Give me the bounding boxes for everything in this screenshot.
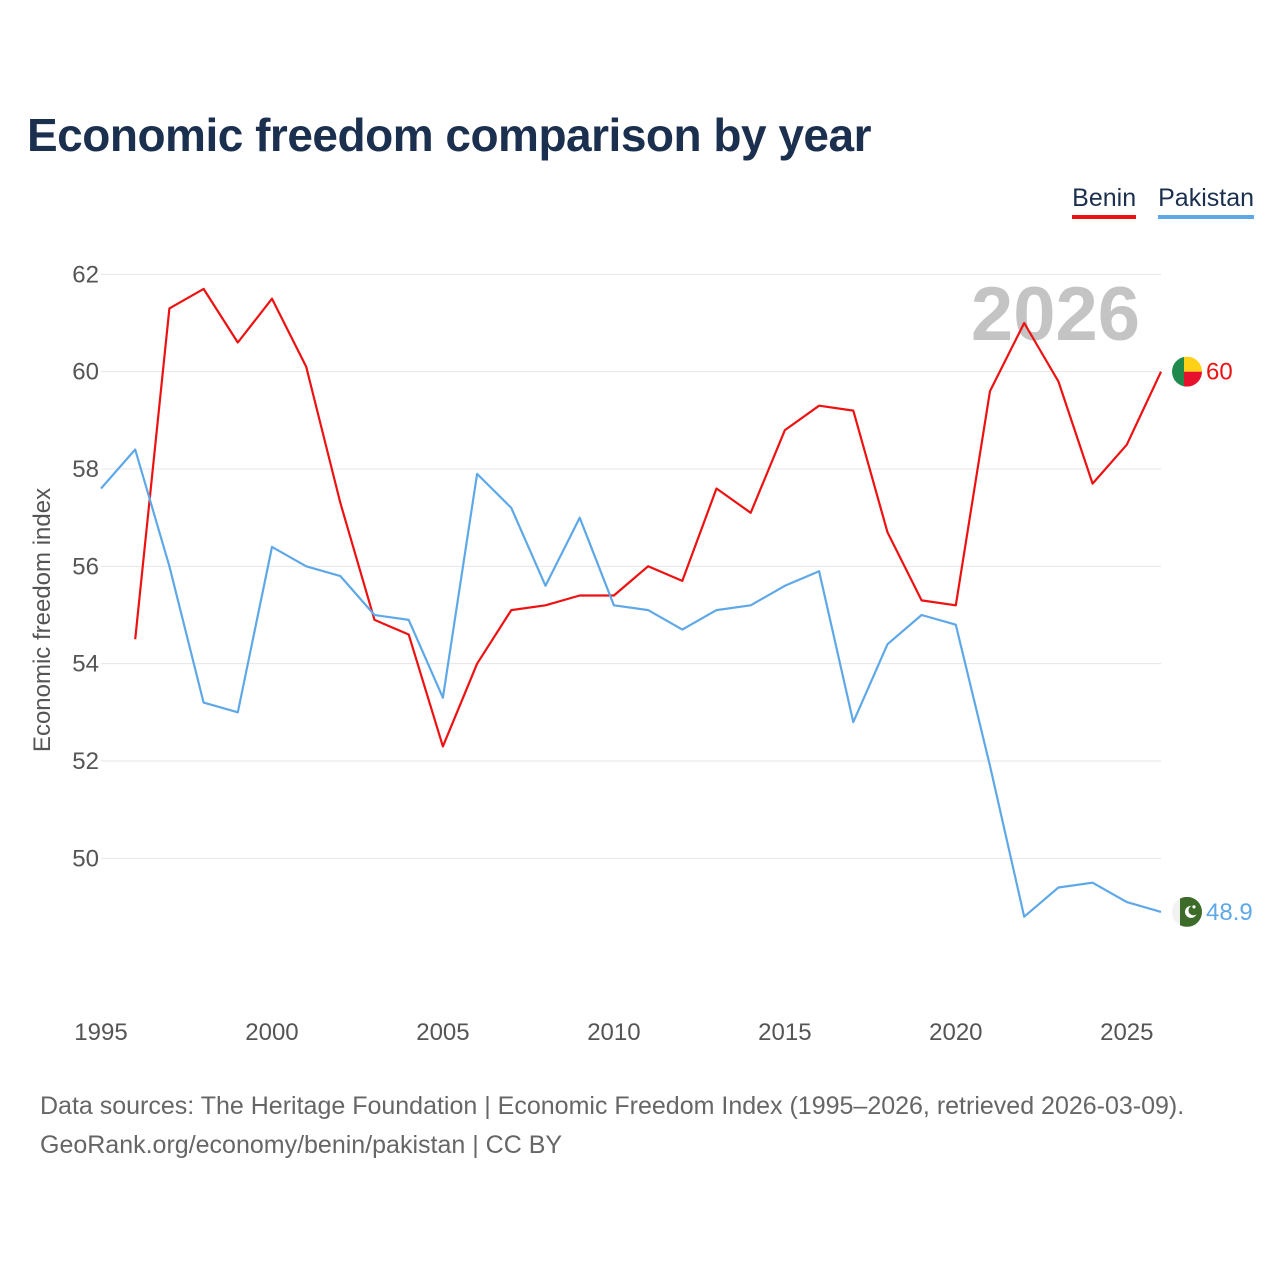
y-tick-label: 50: [72, 845, 99, 872]
end-markers: 60 48.9: [1172, 356, 1253, 927]
attribution-note: GeoRank.org/economy/benin/pakistan | CC …: [40, 1131, 563, 1159]
series-line-benin: [134, 287, 1162, 748]
y-tick-label: 60: [72, 359, 99, 386]
y-tick-label: 54: [72, 651, 99, 678]
y-axis-ticks: 50 52 54 56 58 60 62: [72, 261, 99, 872]
end-value-label: 60: [1206, 359, 1233, 386]
y-tick-label: 62: [72, 261, 99, 288]
grid-lines: [101, 273, 1161, 859]
y-tick-label: 52: [72, 748, 99, 775]
y-tick-label: 56: [72, 553, 99, 580]
source-note: Data sources: The Heritage Foundation | …: [40, 1092, 1185, 1120]
x-tick-label: 2025: [1100, 1019, 1153, 1046]
end-value-label: 48.9: [1206, 899, 1253, 926]
series-layer: [100, 287, 1162, 918]
x-tick-label: 2010: [587, 1019, 640, 1046]
x-axis-ticks: 1995 2000 2005 2010 2015 2020 2025: [74, 1019, 1153, 1046]
pakistan-flag-icon: [1172, 896, 1202, 927]
x-tick-label: 2015: [758, 1019, 811, 1046]
series-line-pakistan: [100, 448, 1162, 918]
x-tick-label: 1995: [74, 1019, 127, 1046]
footer: Data sources: The Heritage Foundation | …: [40, 1087, 1184, 1165]
benin-flag-icon: [1172, 356, 1202, 387]
x-tick-label: 2005: [416, 1019, 469, 1046]
legend: Benin Pakistan: [1072, 184, 1254, 219]
chart-title: Economic freedom comparison by year: [27, 109, 872, 161]
legend-item-pakistan[interactable]: Pakistan: [1158, 184, 1254, 219]
x-tick-label: 2000: [245, 1019, 298, 1046]
legend-item-benin[interactable]: Benin: [1072, 184, 1137, 219]
y-axis-label: Economic freedom index: [29, 488, 56, 752]
x-tick-label: 2020: [929, 1019, 982, 1046]
y-tick-label: 58: [72, 456, 99, 483]
current-year-watermark: 2026: [971, 272, 1140, 357]
